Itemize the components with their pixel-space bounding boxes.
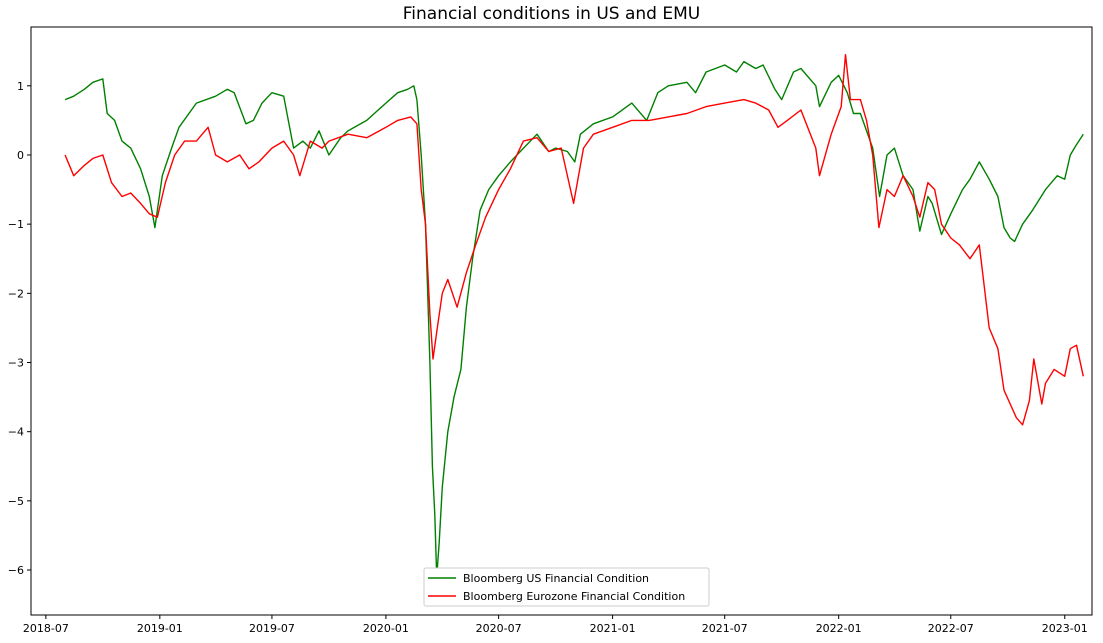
- axis-layer: 1 0 −1 −2 −3 −4 −5 −6 2018-07 2019-01 2019-07 2020-…: [8, 80, 1088, 635]
- legend: Bloomberg US Financial Condition Bloombe…: [423, 567, 710, 607]
- y-tick-label: 1: [17, 80, 24, 93]
- x-tick-label: 2019-01: [137, 622, 183, 635]
- series-layer: [64, 54, 1084, 578]
- legend-label-us: Bloomberg US Financial Condition: [463, 572, 649, 585]
- x-tick-label: 2018-07: [23, 622, 69, 635]
- legend-label-eurozone: Bloomberg Eurozone Financial Condition: [463, 590, 685, 603]
- x-tick-label: 2019-07: [249, 622, 295, 635]
- series-line-eurozone: [64, 54, 1084, 426]
- y-tick-label: −6: [8, 564, 24, 577]
- x-tick-label: 2022-07: [928, 622, 974, 635]
- legend-box: [423, 567, 710, 607]
- y-tick-label: −1: [8, 218, 24, 231]
- y-tick-label: −5: [8, 495, 24, 508]
- y-tick-label: 0: [17, 149, 24, 162]
- x-tick-label: 2020-07: [476, 622, 522, 635]
- plot-area: [30, 26, 1093, 616]
- y-tick-label: −2: [8, 287, 24, 300]
- y-tick-label: −4: [8, 426, 24, 439]
- y-tick-label: −3: [8, 357, 24, 370]
- x-tick-label: 2020-01: [363, 622, 409, 635]
- x-tick-label: 2021-07: [702, 622, 748, 635]
- chart-title: Financial conditions in US and EMU: [402, 4, 701, 24]
- x-tick-label: 2022-01: [816, 622, 862, 635]
- x-tick-label: 2021-01: [590, 622, 636, 635]
- x-tick-label: 2023-01: [1042, 622, 1088, 635]
